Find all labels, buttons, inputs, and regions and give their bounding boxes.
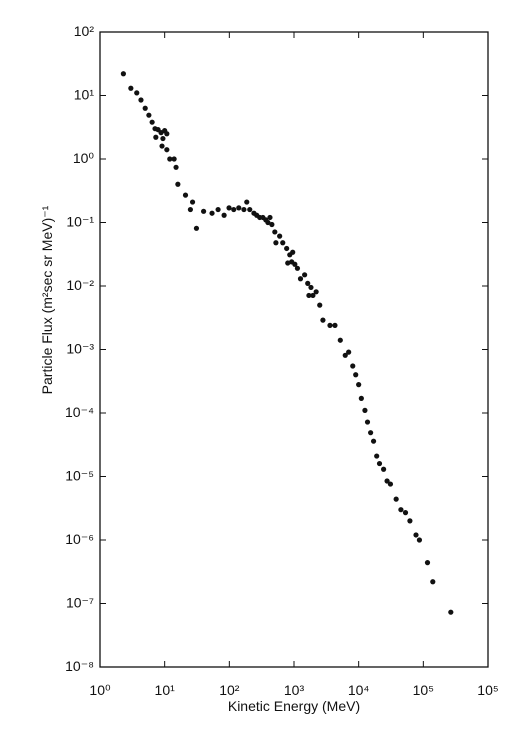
point bbox=[175, 181, 181, 187]
point bbox=[305, 280, 311, 286]
y-tick-label: 10⁻⁷ bbox=[66, 595, 94, 611]
x-axis-label: Kinetic Energy (MeV) bbox=[228, 698, 360, 714]
point bbox=[368, 430, 374, 436]
point bbox=[138, 97, 144, 103]
point bbox=[342, 352, 348, 358]
point bbox=[215, 206, 221, 213]
point bbox=[308, 284, 314, 291]
y-tick-label: 10⁻⁶ bbox=[65, 531, 94, 547]
point bbox=[416, 537, 423, 543]
point bbox=[142, 105, 148, 111]
point bbox=[182, 192, 189, 198]
point bbox=[297, 276, 304, 282]
point bbox=[387, 481, 394, 487]
point bbox=[374, 453, 380, 459]
x-tick-label: 10¹ bbox=[155, 682, 176, 698]
point bbox=[269, 221, 275, 228]
y-tick-label: 10⁻⁴ bbox=[65, 404, 94, 420]
point bbox=[370, 438, 377, 444]
point bbox=[327, 322, 333, 328]
point bbox=[402, 510, 409, 516]
point bbox=[173, 164, 179, 170]
point bbox=[285, 260, 291, 266]
y-tick-label: 10⁻⁵ bbox=[65, 468, 94, 484]
point bbox=[424, 560, 431, 566]
point bbox=[320, 317, 326, 323]
point bbox=[120, 71, 126, 77]
point bbox=[376, 460, 383, 467]
point bbox=[280, 240, 286, 246]
point bbox=[146, 112, 152, 118]
point bbox=[353, 372, 359, 378]
point bbox=[159, 143, 165, 149]
point bbox=[128, 85, 134, 91]
y-tick-label: 10⁻¹ bbox=[66, 214, 94, 230]
point bbox=[381, 466, 387, 472]
point bbox=[209, 210, 215, 216]
y-tick-label: 10⁻² bbox=[66, 277, 94, 293]
point bbox=[358, 395, 364, 401]
point bbox=[273, 240, 279, 246]
point bbox=[244, 199, 250, 205]
point bbox=[247, 206, 253, 213]
point bbox=[346, 349, 352, 355]
point bbox=[302, 272, 308, 278]
point bbox=[350, 363, 356, 369]
y-axis-label: Particle Flux (m²sec sr MeV)⁻¹ bbox=[39, 205, 55, 394]
point bbox=[448, 609, 454, 615]
y-tick-label: 10¹ bbox=[74, 87, 95, 103]
x-tick-label: 10⁵ bbox=[477, 682, 498, 698]
point bbox=[362, 407, 368, 413]
x-tick-label: 10⁴ bbox=[348, 682, 370, 698]
point bbox=[153, 134, 159, 140]
point bbox=[393, 496, 399, 502]
point bbox=[167, 156, 173, 162]
point bbox=[317, 302, 323, 308]
point bbox=[171, 156, 177, 162]
point bbox=[398, 507, 404, 513]
point bbox=[272, 229, 278, 235]
point bbox=[226, 205, 232, 211]
point bbox=[430, 579, 436, 585]
point bbox=[267, 214, 273, 221]
point bbox=[290, 249, 296, 255]
point bbox=[356, 382, 362, 388]
x-tick-label: 10⁵ bbox=[413, 682, 434, 698]
point bbox=[236, 205, 242, 211]
x-tick-label: 10² bbox=[219, 682, 240, 698]
point bbox=[193, 225, 200, 231]
point bbox=[241, 206, 247, 213]
x-tick-label: 10⁰ bbox=[89, 682, 111, 698]
point bbox=[407, 518, 413, 524]
point bbox=[164, 147, 170, 153]
point bbox=[265, 219, 271, 226]
point bbox=[294, 265, 301, 271]
point bbox=[160, 135, 166, 142]
y-tick-label: 10⁰ bbox=[73, 150, 95, 166]
y-tick-label: 10⁻³ bbox=[66, 341, 94, 357]
y-tick-label: 10⁻⁸ bbox=[65, 658, 94, 674]
point bbox=[164, 131, 170, 137]
point bbox=[364, 419, 371, 425]
point bbox=[221, 212, 227, 218]
x-tick-label: 10³ bbox=[284, 682, 305, 698]
y-tick-label: 10² bbox=[74, 23, 95, 39]
point bbox=[284, 245, 290, 252]
point bbox=[134, 90, 140, 96]
point bbox=[384, 478, 390, 484]
point bbox=[310, 292, 316, 299]
point bbox=[332, 322, 338, 328]
point bbox=[292, 261, 298, 267]
point bbox=[189, 199, 196, 205]
point bbox=[231, 206, 237, 213]
point bbox=[337, 337, 343, 343]
point bbox=[187, 206, 194, 213]
point bbox=[200, 208, 207, 214]
point bbox=[149, 119, 155, 125]
point bbox=[413, 532, 419, 538]
point bbox=[313, 289, 319, 295]
point bbox=[306, 292, 312, 299]
point bbox=[277, 233, 283, 239]
